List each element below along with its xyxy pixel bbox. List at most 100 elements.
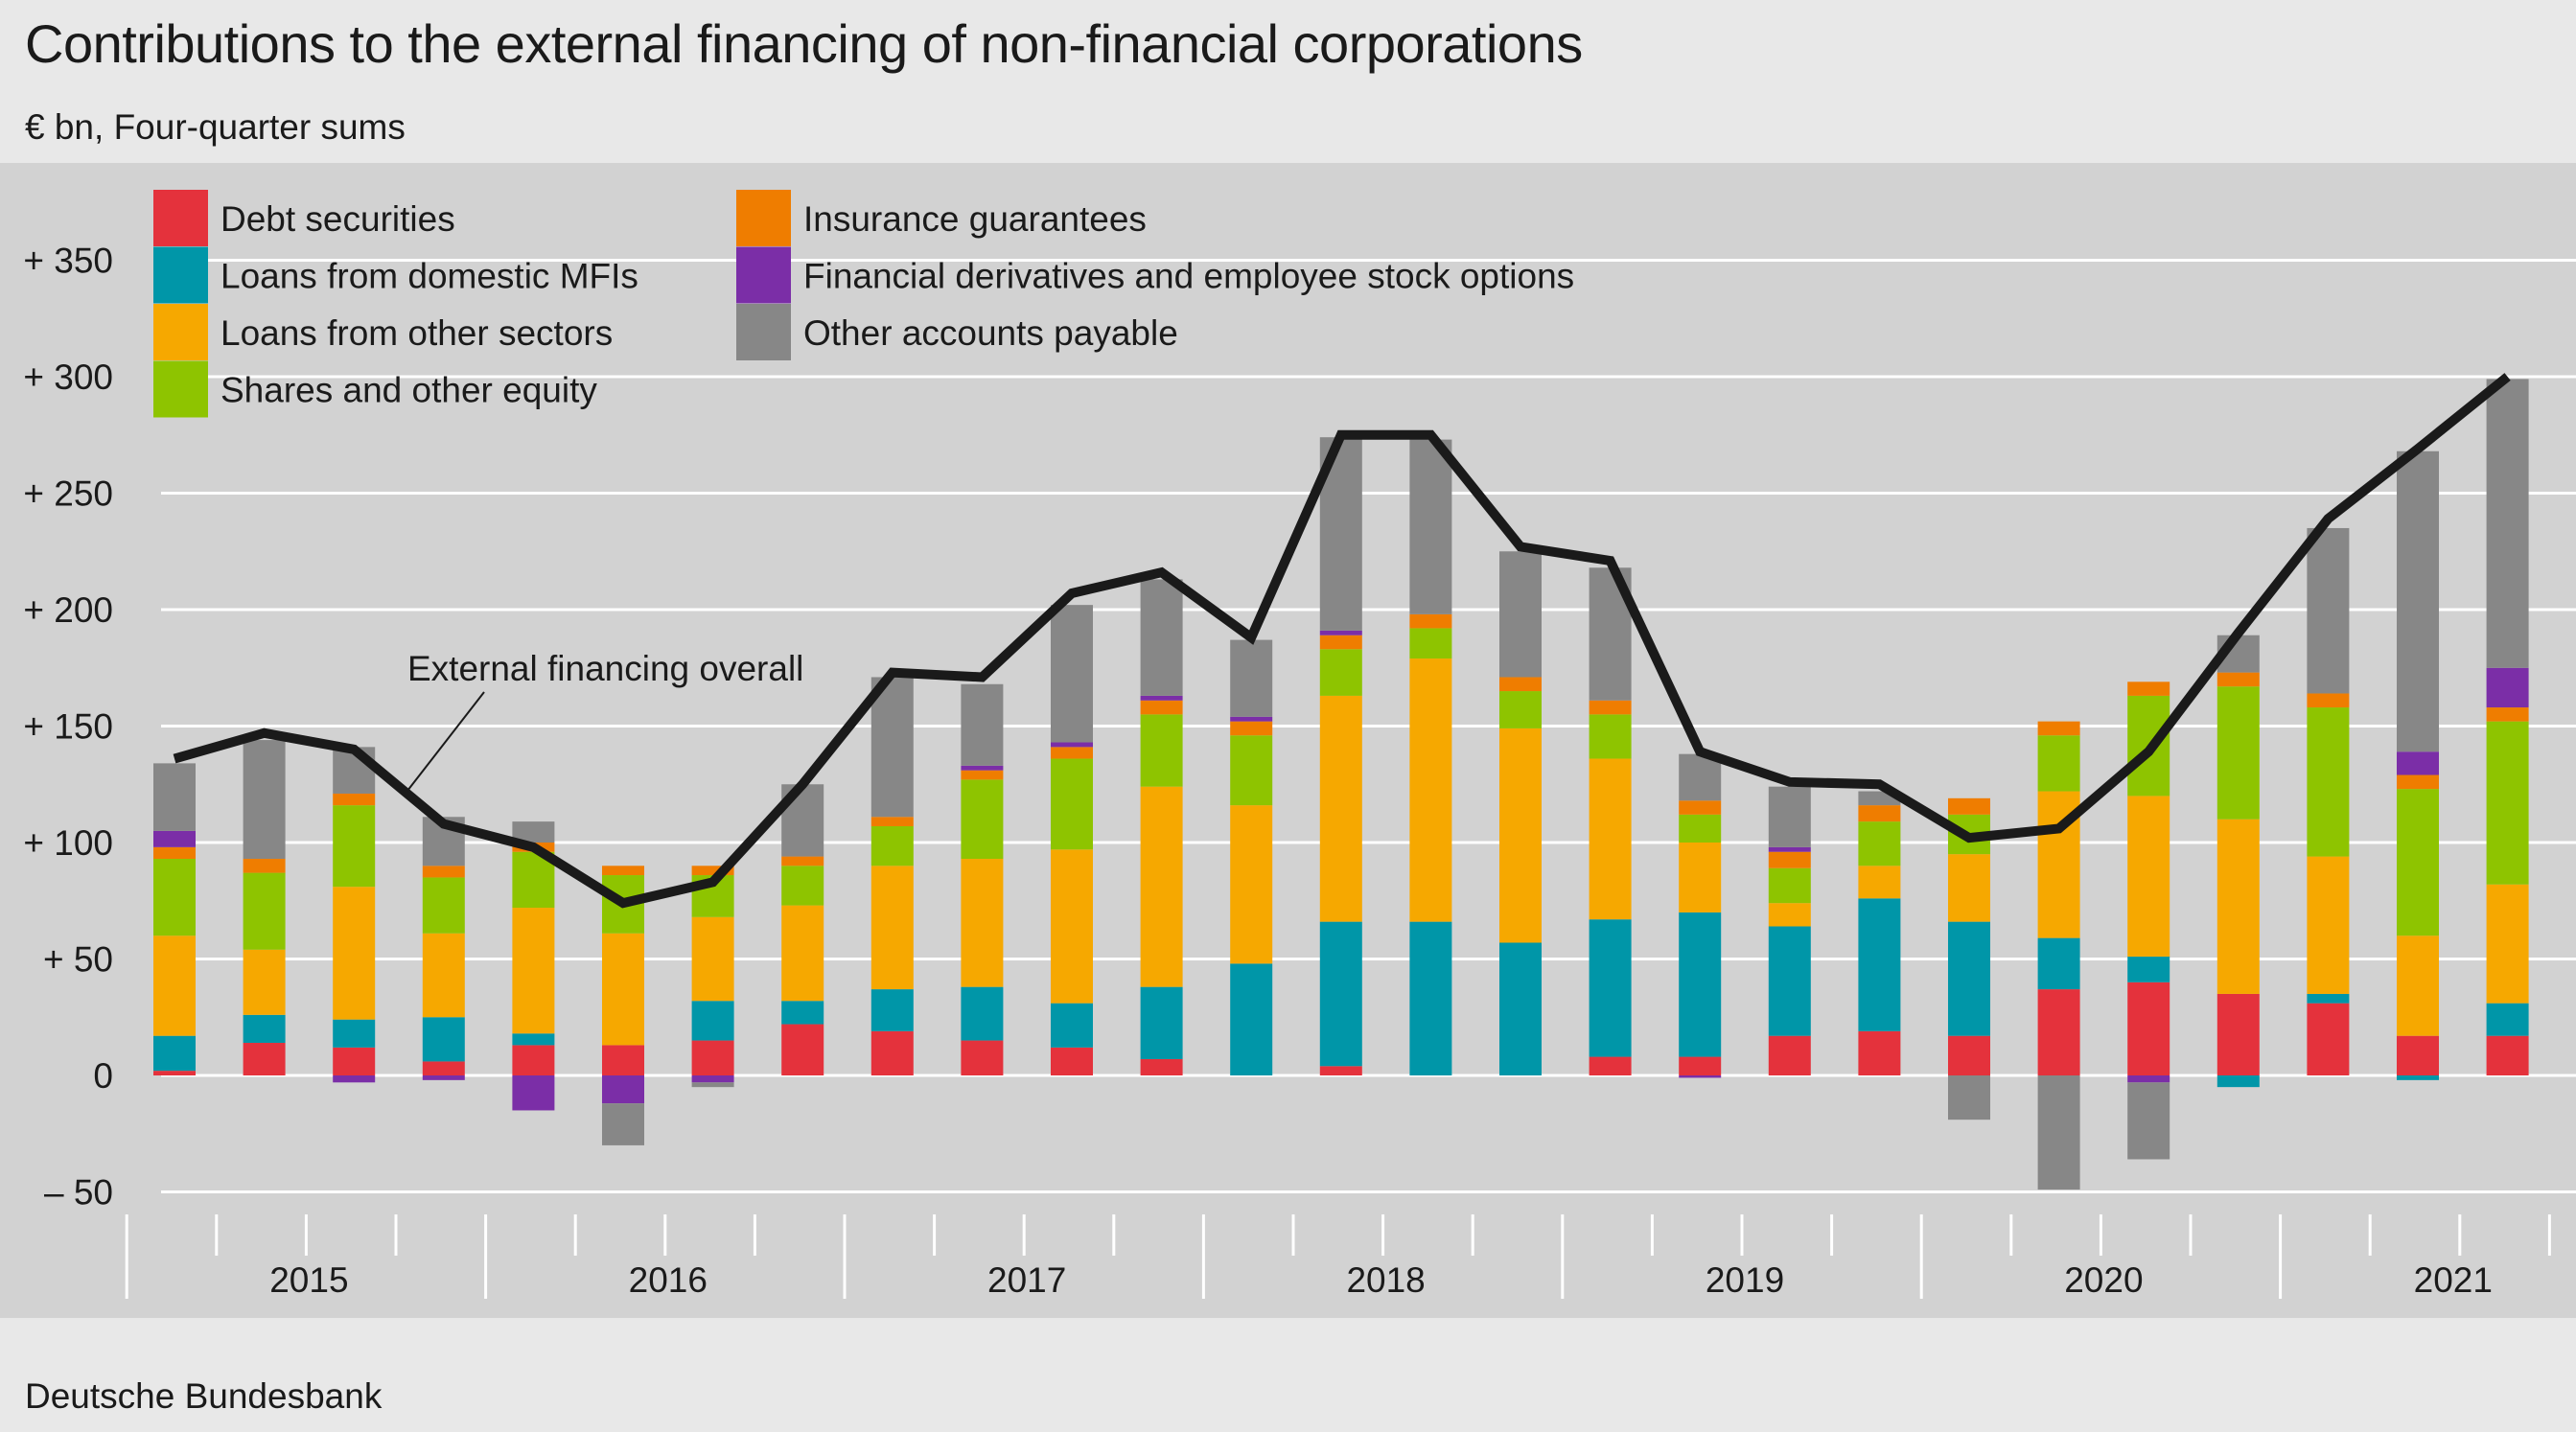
bar-segment [781,856,824,866]
bar-segment [1858,866,1901,899]
legend-label: Insurance guarantees [803,199,1147,239]
bar-segment [1409,439,1452,614]
bar-segment [1589,758,1632,920]
bar-segment [243,740,286,860]
annotation: External financing overall [406,649,803,792]
plot-area: + 350 + 300 + 250 + 200 + 150 + 100 + 50 0– 50 … [0,163,2576,1318]
legend-label: Shares and other equity [220,371,597,410]
x-year-label: 2020 [2064,1260,2143,1300]
bar-segment [1948,854,1990,922]
bar-segment [2397,751,2439,775]
bar-segment [153,846,196,860]
bar-segment [2397,789,2439,936]
bar-segment [961,1040,1004,1075]
y-tick-label: + 50 [43,940,113,980]
bar-segment [2037,1075,2080,1190]
bar-segment [1140,1058,1183,1075]
bar-segment [2486,707,2529,722]
bar-segment [1679,753,1722,801]
bar-segment [153,1071,196,1075]
bar-segment [243,1014,286,1043]
bar-segment [2486,1035,2529,1075]
legend: Debt securities Loans from domestic MFIs L… [153,190,1574,418]
bar-segment [870,989,914,1031]
bar-segment [1319,695,1362,922]
bar-segment [1409,658,1452,922]
bar-segment [1858,805,1901,822]
bar-segment [961,859,1004,987]
bar-segment [870,817,914,826]
bar-segment [1679,1075,1722,1078]
legend-label: Loans from domestic MFIs [220,257,638,296]
bar-segment [2486,379,2529,668]
bar-segment [2216,1075,2260,1088]
bar-segment [870,825,914,866]
gridlines [161,259,2576,1193]
bar-segment [1768,926,1811,1036]
bar-segment [2486,721,2529,885]
legend-label: Financial derivatives and employee stock… [803,257,1574,296]
bar-segment [1409,628,1452,659]
bar-segment [1768,851,1811,868]
bar-segment [1768,1035,1811,1075]
bar-segment [961,770,1004,780]
bar-segment [602,933,644,1046]
bar-segment [602,866,644,876]
bar-segment [1679,1056,1722,1075]
bar-segment [691,916,734,1002]
bar-segment [1589,1056,1632,1075]
bar-segment [2397,1035,2439,1075]
bar-segment [1140,695,1183,701]
bar-segment [2486,667,2529,708]
overall-line [173,373,2511,909]
bar-segment [2307,993,2350,1004]
bar-segment [512,821,555,843]
legend-swatch [153,304,208,360]
bar-segment [1140,714,1183,787]
bar-segment [512,1045,555,1075]
bar-segment [1051,1003,1093,1048]
bar-segment [602,1103,644,1145]
bar-segment [1679,814,1722,843]
bar-segment [1589,714,1632,759]
bar-segment [961,779,1004,860]
chart-title: Contributions to the external financing … [25,13,1583,74]
x-year-label: 2018 [1346,1260,1425,1300]
bar-segment [333,793,376,806]
x-year-label: 2019 [1706,1260,1784,1300]
bar-segment [1499,691,1542,728]
bar-segment [1499,942,1542,1075]
bar-segment [1858,1030,1901,1075]
bar-segment [243,1042,286,1075]
bar-segment [2307,1003,2350,1075]
bar-segment [1679,843,1722,912]
bar-segment [422,1017,465,1062]
bar-segment [961,683,1004,766]
legend-label: Other accounts payable [803,313,1178,353]
bar-segment [1679,912,1722,1057]
bar-segment [1589,919,1632,1057]
bar-segment [333,887,376,1020]
bar-segment [153,935,196,1036]
bar-segment [2216,993,2260,1075]
bar-segment [1051,742,1093,748]
bar-segment [243,872,286,950]
bar-segment [153,1035,196,1072]
bar-segment [1319,1066,1362,1075]
bar-segment [781,866,824,906]
bar-segment [422,1075,465,1080]
bar-segment [1319,649,1362,696]
bar-segment [1140,700,1183,715]
bar-segment [691,1001,734,1041]
bar-segment [1858,898,1901,1031]
bar-segment [2127,681,2170,696]
bar-segment [2127,957,2170,982]
legend-label: Debt securities [220,199,455,239]
bar-segment [2486,1003,2529,1036]
bar-segment [1948,797,1990,815]
bar-segment [961,765,1004,771]
y-tick-label: – 50 [44,1173,113,1213]
bar-segment [691,1075,734,1083]
bar-segment [2037,721,2080,736]
bar-segment [870,677,914,818]
